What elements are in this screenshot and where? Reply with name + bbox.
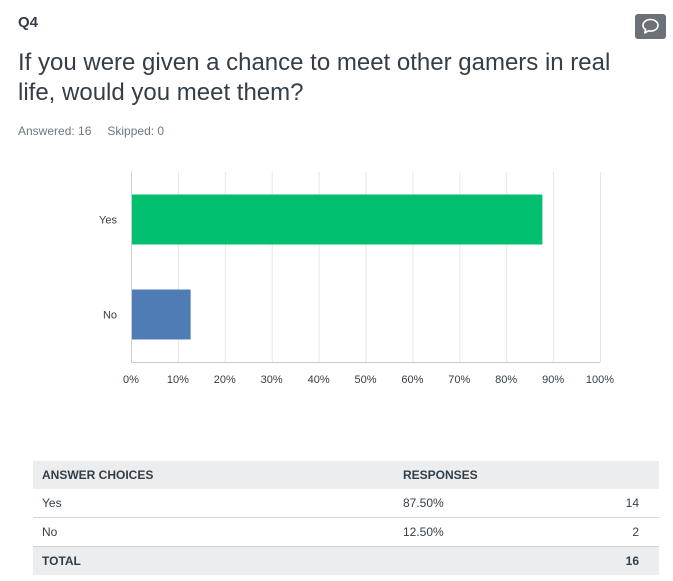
table-row: No 12.50% 2: [33, 518, 659, 547]
skipped-count: Skipped: 0: [107, 124, 165, 138]
row-percent: 12.50%: [403, 525, 444, 539]
table-row: Yes 87.50% 14: [33, 489, 659, 518]
category-label: Yes: [99, 215, 117, 227]
x-tick-label: 40%: [308, 374, 330, 386]
response-stats: Answered: 16 Skipped: 0: [18, 124, 164, 138]
x-tick-label: 60%: [401, 374, 423, 386]
question-number: Q4: [18, 14, 39, 31]
x-tick-label: 10%: [167, 374, 189, 386]
row-choice: Yes: [42, 496, 62, 510]
header-answer-choices: ANSWER CHOICES: [42, 468, 154, 482]
x-tick-label: 30%: [261, 374, 283, 386]
x-tick-label: 90%: [542, 374, 564, 386]
responses-table: ANSWER CHOICES RESPONSES Yes 87.50% 14 N…: [33, 461, 659, 575]
x-tick-label: 0%: [123, 374, 139, 386]
bar: [132, 289, 191, 340]
total-label: TOTAL: [42, 554, 81, 568]
table-header-row: ANSWER CHOICES RESPONSES: [33, 461, 659, 489]
category-label: No: [103, 310, 117, 322]
x-tick-label: 20%: [214, 374, 236, 386]
header-responses: RESPONSES: [403, 468, 478, 482]
bar: [132, 194, 543, 245]
table-total-row: TOTAL 16: [33, 547, 659, 575]
row-count: 2: [632, 525, 639, 539]
x-tick-label: 100%: [586, 374, 614, 386]
total-count: 16: [625, 554, 639, 568]
comment-bubble-icon: [635, 14, 666, 39]
question-title: If you were given a chance to meet other…: [18, 49, 611, 106]
bar-chart: Yes No 0% 10% 20% 30% 40% 50% 60% 70% 80% 90% 100%: [99, 172, 614, 386]
x-tick-label: 80%: [495, 374, 517, 386]
answered-count: Answered: 16: [18, 124, 92, 138]
row-count: 14: [625, 496, 639, 510]
x-tick-label: 50%: [354, 374, 376, 386]
x-tick-label: 70%: [448, 374, 470, 386]
row-percent: 87.50%: [403, 496, 444, 510]
row-choice: No: [42, 525, 58, 539]
comment-button[interactable]: [635, 14, 666, 39]
